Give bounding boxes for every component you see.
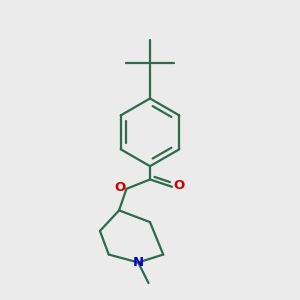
Text: O: O bbox=[173, 179, 184, 192]
Text: N: N bbox=[133, 256, 144, 269]
Text: O: O bbox=[114, 181, 126, 194]
